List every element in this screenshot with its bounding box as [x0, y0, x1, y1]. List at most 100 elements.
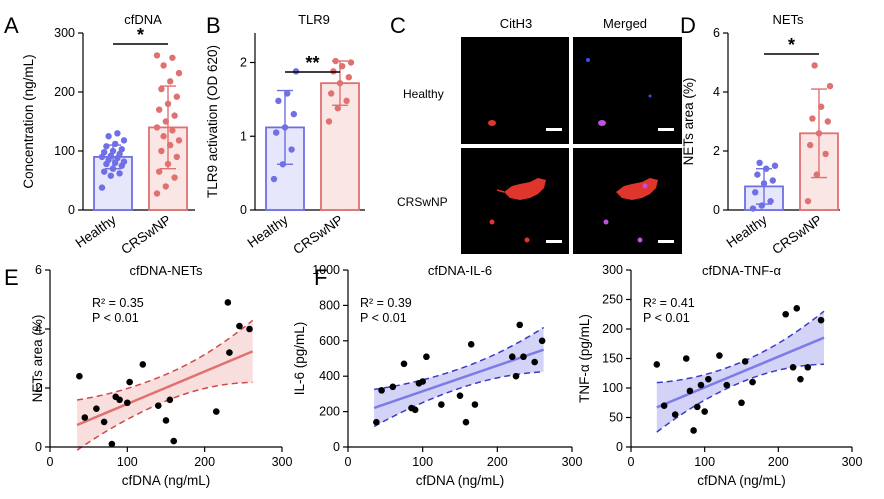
y-axis-label: NETs area (%)	[30, 315, 45, 403]
data-point	[162, 417, 170, 424]
data-point	[153, 190, 161, 197]
data-point	[752, 189, 759, 196]
panel-letter-e: E	[4, 265, 19, 290]
data-point	[156, 106, 163, 113]
data-point	[456, 392, 464, 399]
data-point	[339, 62, 346, 70]
p-value-label: P < 0.01	[92, 311, 139, 325]
data-point	[694, 403, 701, 411]
cell-healthy-cith3	[488, 120, 496, 126]
panel-letter-f: F	[314, 265, 327, 290]
data-point	[705, 375, 712, 383]
data-point	[226, 349, 233, 356]
data-point	[112, 140, 119, 148]
cell-healthy-merged-2	[586, 58, 590, 62]
y-tick-label: 1	[240, 129, 247, 143]
data-point	[343, 97, 350, 105]
x-tick-label: 0	[628, 455, 635, 469]
y-tick-label: 0	[616, 440, 623, 454]
data-point	[288, 146, 295, 153]
data-point	[105, 133, 112, 140]
x-category-label: Healthy	[724, 212, 770, 251]
y-tick-label: 4	[35, 322, 42, 336]
data-point	[438, 401, 445, 408]
bar-chart-nets: NETs 0 2 4 6 NETs area (%) Healthy CRSwNP *	[681, 12, 840, 257]
y-tick-label: 0	[240, 203, 247, 217]
data-point	[171, 112, 178, 119]
data-point	[682, 355, 690, 362]
y-tick-label: 200	[602, 322, 623, 336]
x-axis-label: cfDNA (ng/mL)	[122, 473, 211, 488]
data-point	[224, 299, 232, 306]
data-point	[101, 168, 108, 175]
data-point	[246, 325, 253, 333]
scale-bar-4	[658, 240, 674, 243]
y-tick-label: 0	[713, 203, 720, 217]
data-point	[723, 381, 731, 389]
data-point	[411, 406, 419, 414]
data-point	[166, 396, 174, 404]
data-point	[158, 147, 165, 155]
data-point	[538, 337, 546, 345]
data-point	[749, 378, 756, 386]
micro-row-label-crswnp: CRSwNP	[397, 195, 448, 209]
data-point	[167, 141, 174, 149]
y-tick-label: 800	[319, 298, 340, 312]
y-tick-label: 300	[54, 26, 75, 40]
confidence-band	[374, 327, 544, 427]
data-point	[686, 387, 694, 395]
data-point	[273, 129, 280, 136]
data-point	[93, 405, 100, 412]
data-point	[116, 170, 123, 177]
data-point	[332, 57, 339, 65]
data-point	[815, 130, 823, 137]
x-tick-label: 200	[194, 455, 215, 469]
net-strand-1	[496, 189, 505, 193]
net-crswnp-cith3	[504, 178, 546, 200]
data-point	[270, 175, 278, 183]
data-point	[423, 353, 430, 361]
data-point	[290, 110, 297, 118]
micro-image-crswnp-merged	[573, 148, 682, 254]
data-point	[175, 137, 183, 144]
data-point	[793, 305, 801, 312]
micro-col-label-cith3: CitH3	[500, 16, 533, 31]
data-point	[789, 364, 797, 371]
y-tick-label: 50	[609, 411, 623, 425]
scale-bar-3	[546, 240, 562, 243]
panel-letter-b: B	[206, 13, 221, 38]
x-category-label: CRSwNP	[769, 212, 824, 257]
data-point	[109, 147, 117, 155]
data-point	[120, 158, 128, 165]
data-point	[114, 130, 121, 137]
data-point	[279, 161, 286, 168]
data-point	[760, 180, 768, 187]
y-tick-label: 0	[333, 440, 340, 454]
scatter-chart-cfdna-il6: cfDNA-IL-6 0 200 400 600 800 1000 0 100 200 300 cfD…	[292, 263, 582, 488]
data-point	[758, 202, 765, 209]
data-point	[101, 148, 108, 156]
y-tick-label: 200	[319, 405, 340, 419]
scale-bar-1	[546, 128, 562, 131]
data-point	[281, 124, 289, 131]
data-point	[754, 171, 761, 178]
x-category-label: CRSwNP	[290, 212, 345, 257]
data-point	[771, 162, 779, 169]
data-point	[400, 360, 408, 368]
p-value-label: P < 0.01	[360, 311, 407, 325]
data-point	[171, 174, 178, 181]
data-point	[275, 97, 282, 105]
data-point	[763, 165, 770, 172]
data-point	[154, 402, 162, 410]
y-axis-label: Concentration (ng/mL)	[21, 54, 36, 188]
x-tick-label: 200	[487, 455, 508, 469]
net-crswnp-merged	[616, 178, 658, 200]
data-point	[378, 387, 385, 394]
data-point	[169, 127, 176, 134]
data-point	[164, 100, 172, 108]
micro-image-healthy-cith3	[461, 37, 569, 144]
data-point	[797, 375, 804, 383]
data-point	[76, 372, 83, 380]
data-point	[109, 165, 117, 172]
data-point	[126, 378, 133, 386]
